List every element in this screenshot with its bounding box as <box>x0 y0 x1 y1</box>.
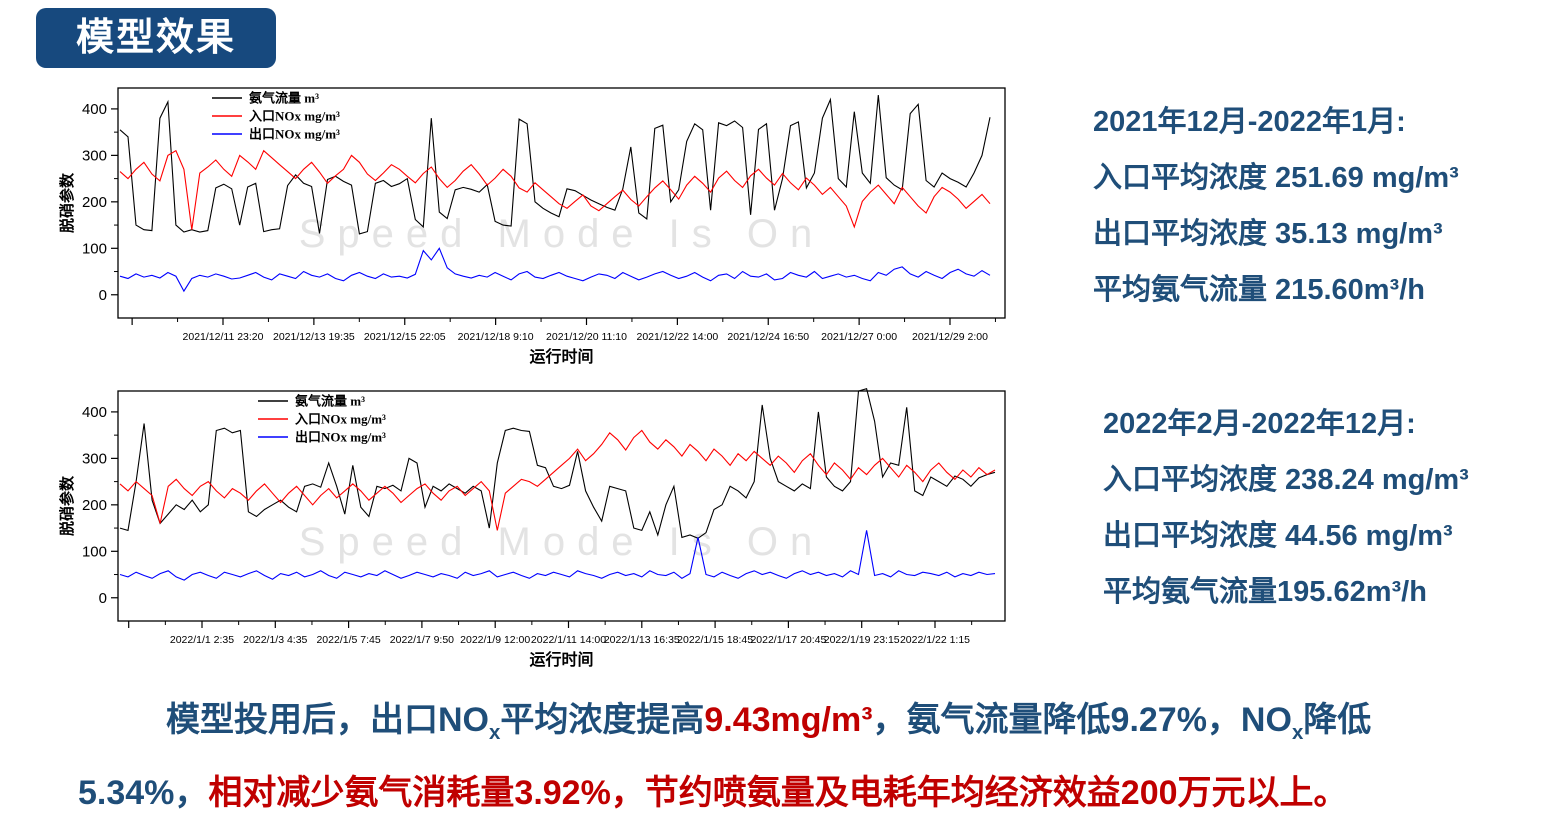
y-tick-label: 300 <box>82 450 107 467</box>
x-tick-label: 2021/12/11 23:20 <box>183 331 264 343</box>
series-line-1 <box>119 429 996 531</box>
summary-segment: 9.43mg/m³ <box>704 701 873 739</box>
legend-label-2: 出口NOx mg/m³ <box>249 127 340 142</box>
stats-period-1-title: 2021年12月-2022年1月: <box>1093 106 1406 138</box>
plot-border <box>117 390 1006 622</box>
x-tick-label: 2022/1/13 16:35 <box>604 634 680 646</box>
legend-label-0: 氨气流量 m³ <box>294 394 365 409</box>
stats-period-1-inlet-avg: 入口平均浓度 251.69 mg/m³ <box>1093 162 1459 194</box>
x-tick-label: 2021/12/27 0:00 <box>821 331 897 343</box>
page-title: 模型效果 <box>76 17 237 59</box>
x-tick-label: 2021/12/18 9:10 <box>458 331 534 343</box>
y-tick-label: 200 <box>82 194 107 211</box>
summary-segment: 相对减少氨气消耗量3.92%，节约喷氨量及电耗年均经济效益200万元以上。 <box>208 773 1348 812</box>
stats-period-2: 2022年2月-2022年12月: 入口平均浓度 238.24 mg/m³ 出口… <box>1103 396 1469 620</box>
series-line-2 <box>119 530 996 581</box>
y-tick-label: 0 <box>99 590 107 607</box>
y-tick-label: 100 <box>82 543 107 560</box>
stats-period-2-inlet-avg: 入口平均浓度 238.24 mg/m³ <box>1103 464 1469 496</box>
y-tick-label: 400 <box>82 404 107 421</box>
summary-segment: 模型投用后，出口NOx平均浓度提高 <box>166 701 705 744</box>
summary-segment: 5.34%， <box>78 773 209 812</box>
stats-period-2-outlet-avg: 出口平均浓度 44.56 mg/m³ <box>1103 520 1453 552</box>
x-tick-label: 2021/12/13 19:35 <box>273 331 355 343</box>
page-title-badge: 模型效果 <box>36 8 277 68</box>
legend-label-1: 入口NOx mg/m³ <box>249 109 340 124</box>
x-tick-label: 2022/1/19 23:15 <box>824 634 900 646</box>
x-axis-title: 运行时间 <box>529 650 593 669</box>
stats-period-2-title: 2022年2月-2022年12月: <box>1103 408 1416 440</box>
x-tick-label: 2022/1/15 18:45 <box>677 634 753 646</box>
plot-border <box>117 87 1006 319</box>
series-line-0 <box>119 388 996 539</box>
chart-dec2021-jan2022: Speed Mode Is On 0 100 200 300 400 2021/12/11 … <box>58 87 1006 366</box>
x-tick-label: 2022/1/11 14:00 <box>531 634 606 646</box>
legend-label-0: 氨气流量 m³ <box>248 91 319 106</box>
x-tick-label: 2021/12/24 16:50 <box>727 331 809 343</box>
y-axis-title: 脱硝参数 <box>58 172 76 233</box>
summary-line-2: 5.34%，相对减少氨气消耗量3.92%，节约喷氨量及电耗年均经济效益200万元… <box>78 763 1530 820</box>
summary-line-1: 模型投用后，出口NOx平均浓度提高9.43mg/m³，氨气流量降低9.27%，N… <box>78 690 1530 763</box>
y-tick-label: 400 <box>82 101 107 118</box>
y-tick-label: 100 <box>82 240 107 257</box>
x-tick-label: 2022/1/9 12:00 <box>460 634 530 646</box>
chart-feb2022-dec2022: Speed Mode Is On 0 100 200 300 400 2022/1/1 2:… <box>58 388 1006 669</box>
y-tick-label: 200 <box>82 497 107 514</box>
x-tick-label: 2022/1/22 1:15 <box>900 634 970 646</box>
chart-watermark: Speed Mode Is On <box>299 520 825 564</box>
x-tick-label: 2021/12/29 2:00 <box>912 331 988 343</box>
stats-period-2-ammonia-flow: 平均氨气流量195.62m³/h <box>1103 576 1427 608</box>
legend-label-2: 出口NOx mg/m³ <box>295 430 386 445</box>
x-tick-label: 2022/1/7 9:50 <box>390 634 454 646</box>
x-tick-label: 2021/12/20 11:10 <box>546 331 627 343</box>
summary-segment: ，氨气流量降低9.27%，NOx降低 <box>872 701 1372 744</box>
stats-period-1-outlet-avg: 出口平均浓度 35.13 mg/m³ <box>1093 218 1443 250</box>
stats-period-1: 2021年12月-2022年1月: 入口平均浓度 251.69 mg/m³ 出口… <box>1093 94 1459 318</box>
x-axis-title: 运行时间 <box>529 347 593 366</box>
y-axis-title: 脱硝参数 <box>58 475 76 536</box>
x-tick-label: 2021/12/22 14:00 <box>637 331 719 343</box>
x-tick-label: 2021/12/15 22:05 <box>364 331 446 343</box>
series-line-1 <box>119 149 991 230</box>
legend-label-1: 入口NOx mg/m³ <box>295 412 386 427</box>
chart-watermark: Speed Mode Is On <box>299 212 825 256</box>
y-tick-label: 0 <box>99 287 107 304</box>
summary-paragraph: 模型投用后，出口NOx平均浓度提高9.43mg/m³，氨气流量降低9.27%，N… <box>78 690 1530 820</box>
stats-period-1-ammonia-flow: 平均氨气流量 215.60m³/h <box>1093 274 1425 306</box>
x-tick-label: 2022/1/1 2:35 <box>170 634 234 646</box>
x-tick-label: 2022/1/3 4:35 <box>243 634 307 646</box>
series-line-2 <box>119 247 991 293</box>
x-tick-label: 2022/1/5 7:45 <box>316 634 380 646</box>
x-tick-label: 2022/1/17 20:45 <box>750 634 826 646</box>
y-tick-label: 300 <box>82 147 107 164</box>
series-line-0 <box>119 94 991 235</box>
